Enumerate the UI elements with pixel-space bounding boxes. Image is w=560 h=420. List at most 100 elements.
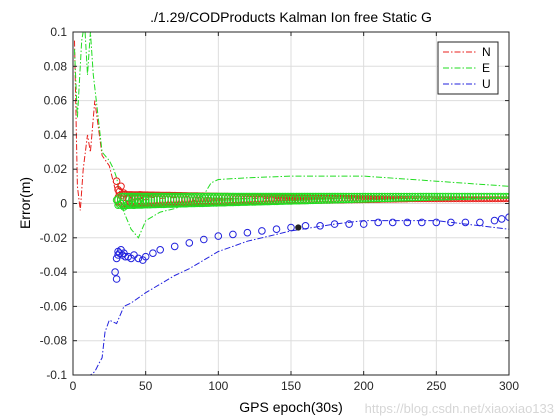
marker-band-E-markers (441, 192, 450, 201)
y-tick-label: -0.06 (40, 299, 68, 313)
marker-band-E-markers (343, 192, 354, 204)
marker-band-E-markers (310, 192, 322, 204)
marker-band-E-markers (298, 192, 311, 205)
x-tick-label: 150 (281, 379, 301, 393)
data-point-U-markers (229, 230, 237, 239)
marker-band-E-markers (419, 192, 428, 202)
marker-band-E-markers (223, 192, 237, 207)
marker-band-E-markers (240, 192, 254, 206)
marker-band-E-markers (436, 192, 444, 201)
marker-band-E-markers (117, 192, 134, 210)
y-tick-label: -0.1 (46, 368, 67, 382)
data-point-U-markers (316, 222, 324, 230)
legend-label-E: E (482, 61, 490, 75)
marker-band-E-markers (326, 192, 338, 204)
data-point-U-markers (432, 218, 441, 227)
marker-band-E-markers (335, 192, 346, 204)
marker-band-N-markers (375, 195, 383, 203)
marker-band-E-markers (416, 192, 425, 202)
y-tick-label: -0.04 (40, 265, 68, 279)
data-point-U-markers (258, 227, 266, 235)
marker-band-E-markers (307, 192, 319, 205)
marker-band-E-markers (251, 192, 265, 206)
marker-band-E-markers (254, 192, 267, 206)
data-point-E-markers (141, 196, 150, 204)
marker-band-E-markers (195, 192, 210, 208)
y-axis-label: Error(m) (17, 177, 33, 229)
marker-band-E-markers (413, 192, 423, 202)
marker-band-E-markers (312, 192, 325, 204)
tick-labels: 0 50 100 150 200 250 300 -0.1 -0.08 -0.06 -0.04 -0.… (40, 25, 520, 393)
data-point-U-markers (388, 218, 397, 227)
y-tick-label: -0.02 (40, 231, 68, 245)
marker-band-E-markers (340, 192, 352, 204)
data-point-U-markers (505, 213, 509, 221)
marker-band-E-markers (354, 192, 365, 203)
marker-band-E-markers (248, 192, 262, 206)
legend-label-U: U (482, 77, 491, 91)
series-line-E (74, 32, 509, 239)
marker-band-E-markers (447, 192, 455, 201)
marker-band-E-markers (296, 192, 308, 205)
marker-band-E-markers (444, 192, 453, 201)
marker-band-E-markers (450, 192, 458, 201)
marker-band-E-markers (438, 192, 447, 201)
data-point-U-markers (345, 220, 353, 228)
y-tick-label: 0 (60, 197, 67, 211)
x-tick-label: 50 (139, 379, 153, 393)
marker-band-E-markers (405, 192, 415, 202)
y-tick-label: -0.08 (40, 334, 68, 348)
marker-band-E-markers (452, 192, 461, 201)
marker-band-E-markers (192, 192, 207, 208)
marker-band-E-markers (234, 192, 248, 206)
legend-label-N: N (482, 45, 491, 59)
marker-band-E-markers (217, 192, 232, 207)
marker-band-E-markers (461, 192, 469, 201)
data-point-U-markers (497, 215, 506, 223)
data-point-U-markers (156, 246, 164, 254)
marker-band-E-markers (430, 192, 439, 201)
data-point-U-markers (461, 218, 470, 227)
marker-band-E-markers (228, 192, 243, 207)
marker-band-E-markers (214, 192, 229, 207)
data-point-U-markers (200, 235, 208, 244)
marker-band-E-markers (209, 192, 224, 207)
marker-band-E-markers (220, 192, 235, 207)
marker-band-E-markers (293, 192, 306, 205)
marker-band-E-markers (301, 192, 314, 205)
data-point-U-markers (272, 225, 281, 233)
marker-band-E-markers (200, 192, 216, 207)
data-point-U-markers (243, 228, 252, 237)
marker-band-E-markers (198, 192, 213, 207)
chart-title: ./1.29/CODProducts Kalman Ion free Stati… (150, 9, 432, 25)
y-tick-label: 0.04 (44, 128, 68, 142)
y-tick-label: 0.08 (44, 59, 68, 73)
x-tick-label: 0 (70, 379, 77, 393)
data-point-U-markers (170, 242, 179, 251)
data-point-U-markers (185, 239, 194, 247)
marker-band-E-markers (315, 192, 327, 204)
marker-band-E-markers (424, 192, 433, 201)
data-point-U-markers (141, 252, 150, 261)
marker-band-N-markers (372, 195, 381, 203)
x-tick-label: 100 (208, 379, 228, 393)
x-tick-label: 250 (426, 379, 446, 393)
data-point-U-markers (447, 218, 455, 227)
marker-band-E-markers (184, 192, 199, 208)
marker-band-E-markers (410, 192, 420, 202)
marker-band-E-markers (338, 192, 349, 204)
data-point-U-markers (112, 275, 121, 283)
data-point-U-markers (287, 223, 295, 232)
marker-band-E-markers (422, 192, 431, 202)
y-tick-label: 0.1 (50, 25, 67, 39)
data-point-U-markers (418, 218, 426, 227)
marker-band-E-markers (329, 192, 341, 204)
y-tick-label: 0.02 (44, 162, 68, 176)
data-point-U-markers (149, 249, 157, 257)
marker-band-E-markers (245, 192, 259, 206)
data-point-U-markers (301, 222, 310, 230)
data-point-U-markers (134, 254, 143, 263)
marker-band-E-markers (433, 192, 442, 201)
marker-band-E-markers (206, 192, 221, 207)
data-point-U-markers (403, 218, 412, 227)
